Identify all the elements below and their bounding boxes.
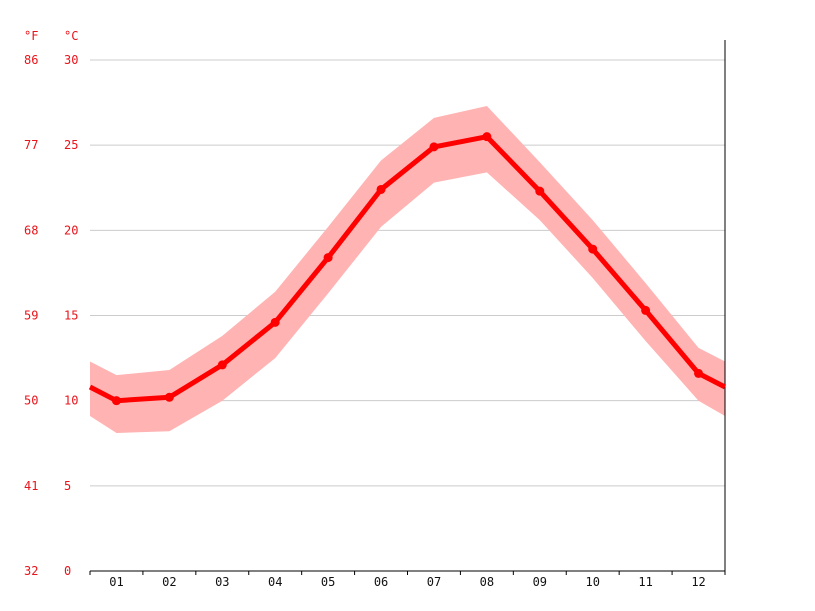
x-tick-label: 04 bbox=[268, 575, 282, 589]
y-tick-label-fahrenheit: 50 bbox=[24, 394, 38, 408]
x-tick-label: 07 bbox=[427, 575, 441, 589]
temperature-series bbox=[88, 132, 727, 406]
y-tick-label-fahrenheit: 77 bbox=[24, 138, 38, 152]
data-point bbox=[482, 132, 492, 142]
y-tick-label-celsius: 10 bbox=[64, 394, 78, 408]
x-tick-label: 02 bbox=[162, 575, 176, 589]
data-point bbox=[111, 396, 121, 406]
data-point bbox=[429, 142, 439, 152]
x-tick-label: 09 bbox=[533, 575, 547, 589]
data-point bbox=[270, 317, 280, 327]
data-point bbox=[376, 184, 386, 194]
data-point bbox=[535, 186, 545, 196]
y-tick-label-fahrenheit: 32 bbox=[24, 564, 38, 578]
y-tick-label-celsius: 20 bbox=[64, 223, 78, 237]
x-tick-label: 08 bbox=[480, 575, 494, 589]
axes bbox=[89, 40, 726, 575]
x-tick-label: 12 bbox=[691, 575, 705, 589]
y-tick-label-celsius: 5 bbox=[64, 479, 71, 493]
y-tick-label-celsius: 25 bbox=[64, 138, 78, 152]
x-tick-label: 06 bbox=[374, 575, 388, 589]
y-tick-label-celsius: 30 bbox=[64, 53, 78, 67]
range-band bbox=[90, 106, 725, 433]
axis-labels: °F °C 0 32 5 41 10 50 15 59 20 68 25 77 30 86 01 02 03 04… bbox=[24, 29, 706, 589]
temperature-range-band bbox=[90, 106, 725, 433]
y-tick-label-fahrenheit: 86 bbox=[24, 53, 38, 67]
data-point bbox=[323, 253, 333, 263]
y-tick-label-celsius: 0 bbox=[64, 564, 71, 578]
y-tick-label-celsius: 15 bbox=[64, 309, 78, 323]
data-point bbox=[641, 305, 651, 315]
y-tick-label-fahrenheit: 68 bbox=[24, 223, 38, 237]
x-tick-label: 10 bbox=[585, 575, 599, 589]
celsius-unit-label: °C bbox=[64, 29, 78, 43]
x-tick-label: 03 bbox=[215, 575, 229, 589]
x-tick-label: 01 bbox=[109, 575, 123, 589]
data-point bbox=[164, 392, 174, 402]
data-point bbox=[588, 244, 598, 254]
data-point bbox=[217, 360, 227, 370]
y-tick-label-fahrenheit: 59 bbox=[24, 309, 38, 323]
x-tick-label: 05 bbox=[321, 575, 335, 589]
series-line bbox=[88, 134, 727, 404]
fahrenheit-unit-label: °F bbox=[24, 29, 38, 43]
y-tick-label-fahrenheit: 41 bbox=[24, 479, 38, 493]
data-point bbox=[694, 368, 704, 378]
x-tick-label: 11 bbox=[638, 575, 652, 589]
